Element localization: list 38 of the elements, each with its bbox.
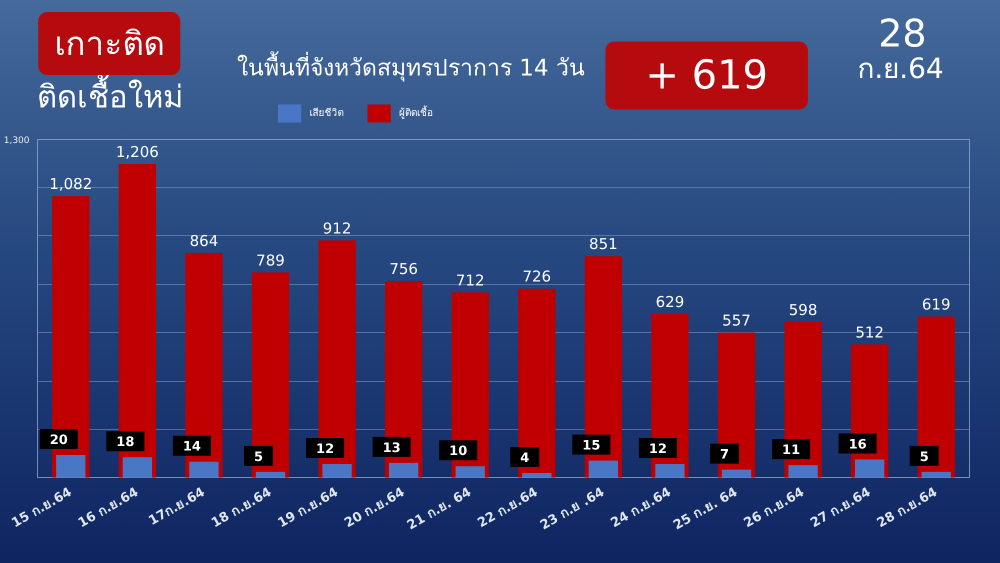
data-label: 1,206	[116, 142, 159, 161]
data-label: 712	[456, 271, 485, 290]
data-label: 629	[656, 292, 684, 311]
data-label: 18	[116, 435, 134, 450]
data-label: 20	[50, 432, 68, 448]
data-label: 7	[720, 448, 730, 463]
data-label: 912	[322, 219, 352, 238]
legend-label: ผู้ติดเชื้อ	[399, 105, 434, 119]
data-label: 12	[316, 442, 334, 457]
data-label: 1,082	[49, 175, 92, 194]
data-label: 4	[520, 450, 530, 466]
data-label: 864	[190, 232, 218, 250]
legend-label: เสียชีวิต	[310, 107, 344, 119]
data-label: 5	[920, 450, 929, 465]
data-label: 10	[449, 444, 468, 460]
data-label: 619	[922, 296, 951, 314]
data-label: 12	[648, 442, 667, 457]
y-tick-label: 1,300	[4, 136, 30, 146]
text: เกาะติด	[54, 24, 164, 63]
data-label: 557	[722, 312, 751, 330]
data-label: 512	[855, 323, 884, 342]
x-tick-label: 23 ก.ย .64	[538, 484, 608, 534]
chart-title: ติดเชื้อใหม่	[37, 74, 184, 116]
data-label: 789	[256, 251, 285, 270]
data-label: 15	[582, 438, 600, 454]
data-label: 14	[182, 440, 201, 455]
x-tick-label: 25 ก.ย. 64	[671, 484, 740, 534]
data-label: 851	[589, 235, 618, 254]
data-label: 5	[254, 450, 264, 465]
data-label: 11	[782, 443, 800, 458]
data-label: 756	[389, 260, 418, 278]
data-label: 16	[848, 437, 867, 452]
data-label: 13	[382, 440, 401, 456]
x-tick-label: 21 ก.ย. 64	[404, 484, 474, 534]
data-label: 598	[788, 301, 818, 320]
text: + 619	[645, 52, 768, 98]
chart-subtitle: ในพื้นที่จังหวัดสมุทรปราการ 14 วัน	[236, 52, 585, 82]
data-label: 726	[522, 268, 552, 286]
